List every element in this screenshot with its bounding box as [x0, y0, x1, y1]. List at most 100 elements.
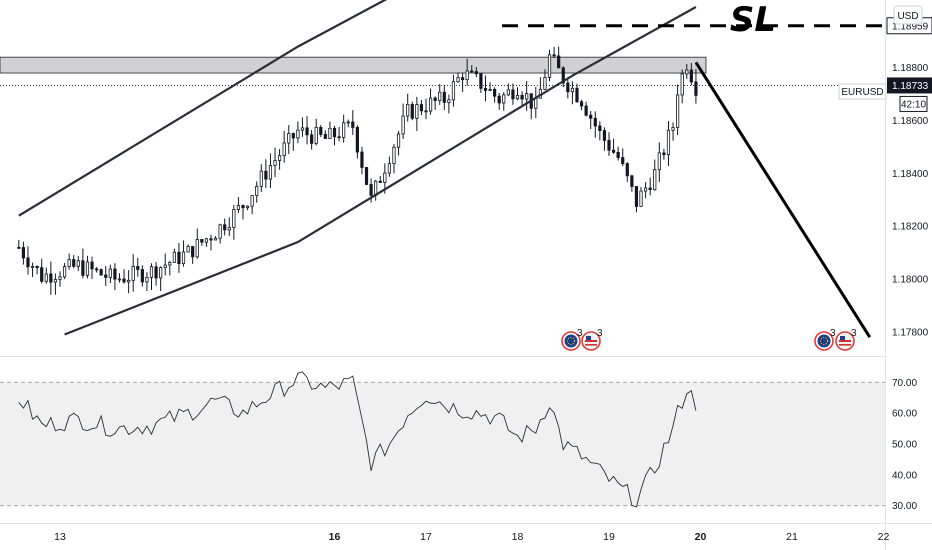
- candle-body: [67, 259, 71, 268]
- eu-stars: [567, 337, 575, 345]
- candle-body: [62, 266, 67, 278]
- bearish-projection-line[interactable]: [694, 61, 872, 338]
- candle-body: [662, 152, 666, 156]
- candle-body: [218, 224, 222, 239]
- candle-body: [506, 89, 510, 96]
- candle-body: [181, 251, 186, 265]
- eu-stars: [820, 337, 828, 345]
- candle-body: [44, 273, 48, 282]
- currency-label: USD: [897, 11, 918, 22]
- candle-body: [49, 273, 53, 283]
- candle-body: [639, 190, 643, 207]
- us-stripe: [585, 340, 597, 342]
- candle-body: [259, 170, 263, 187]
- candle-body: [488, 89, 492, 91]
- sl-label: SL: [730, 0, 776, 40]
- candle-body: [634, 186, 639, 207]
- eu-flag-event-icon[interactable]: 3: [561, 328, 583, 351]
- candle-body: [566, 82, 570, 93]
- candle-body: [383, 172, 387, 183]
- candle-body: [305, 127, 309, 136]
- candle-body: [419, 104, 424, 112]
- candle-body: [209, 238, 213, 241]
- rsi-tick-label: 50.00: [892, 440, 917, 451]
- candle-body: [99, 269, 103, 276]
- candle-body: [520, 95, 524, 100]
- candle-body: [149, 266, 154, 278]
- rsi-tick-label: 30.00: [892, 501, 917, 512]
- current-price-tag: [887, 77, 932, 94]
- candle-body: [415, 104, 419, 119]
- drawing-annotations[interactable]: [18, 0, 885, 338]
- symbol-tag: [838, 83, 887, 100]
- candle-body: [671, 127, 675, 131]
- candle-body: [447, 99, 451, 103]
- candle-body: [433, 97, 437, 101]
- candle-body: [579, 101, 584, 107]
- candle-body: [131, 266, 135, 281]
- symbol-label: EURUSD: [841, 87, 883, 98]
- candle-body: [26, 257, 30, 268]
- resistance-zone[interactable]: [0, 56, 707, 74]
- date-tick-label: 16: [329, 531, 341, 543]
- candle-body: [314, 126, 318, 144]
- candle-body: [360, 151, 364, 168]
- candle-body: [611, 149, 616, 153]
- candle-body: [310, 134, 314, 144]
- price-axis[interactable]: 1.18000 1.18200 1.18400 1.18600 1.18800 1.178…: [886, 17, 932, 339]
- candle-body: [602, 130, 607, 141]
- eu-flag: [564, 334, 578, 348]
- us-flag-event-icon[interactable]: 3: [581, 328, 603, 351]
- candle-body: [428, 97, 433, 112]
- candle-body: [81, 260, 85, 276]
- channel-lower-line[interactable]: [64, 6, 697, 336]
- candle-body: [264, 170, 268, 180]
- candle-body: [53, 279, 58, 283]
- us-stripe: [839, 340, 851, 342]
- rsi-pane[interactable]: [0, 371, 885, 508]
- date-tick-label: 20: [695, 531, 707, 543]
- candle-body: [273, 160, 277, 166]
- currency-button[interactable]: [893, 5, 923, 25]
- channel-upper-line[interactable]: [18, 0, 490, 217]
- candle-body: [589, 114, 593, 119]
- candle-body: [255, 186, 259, 196]
- candle-body: [90, 261, 94, 270]
- candle-body: [525, 93, 529, 100]
- candle-body: [332, 127, 337, 138]
- candle-body: [35, 266, 39, 269]
- candle-body: [676, 94, 680, 128]
- candle-body: [204, 238, 208, 243]
- date-tick-label: 19: [603, 531, 615, 543]
- countdown-label: 42:10: [901, 99, 926, 110]
- rsi-line[interactable]: [18, 371, 697, 508]
- price-tick-label: 1.18200: [892, 222, 929, 233]
- candle-body: [616, 151, 620, 159]
- candle-body: [534, 97, 538, 109]
- candle-body: [653, 169, 657, 190]
- time-axis[interactable]: 13161718192021222324: [54, 531, 932, 543]
- candle-body: [351, 121, 355, 128]
- date-tick-label: 22: [878, 531, 890, 543]
- candle-body: [657, 152, 661, 171]
- economic-events-row[interactable]: 3 3 3 3: [561, 328, 857, 351]
- candle-body: [410, 104, 414, 119]
- candle-body: [140, 269, 144, 283]
- rsi-axis[interactable]: 70.00 60.00 50.00 40.00 30.00: [892, 378, 917, 512]
- candle-body: [621, 157, 625, 164]
- candle-body: [323, 134, 327, 139]
- candle-body: [364, 167, 369, 185]
- event-count: 3: [851, 328, 857, 339]
- candle-body: [346, 121, 350, 124]
- candle-body: [694, 81, 698, 96]
- us-flag-event-icon[interactable]: 3: [835, 328, 857, 351]
- candle-body: [296, 129, 300, 139]
- price-tick-label: 1.18000: [892, 275, 929, 286]
- price-pane[interactable]: [0, 46, 885, 295]
- candle-body: [474, 71, 478, 75]
- candle-body: [625, 163, 629, 177]
- eu-flag-event-icon[interactable]: 3: [814, 328, 836, 351]
- date-tick-label: 17: [420, 531, 432, 543]
